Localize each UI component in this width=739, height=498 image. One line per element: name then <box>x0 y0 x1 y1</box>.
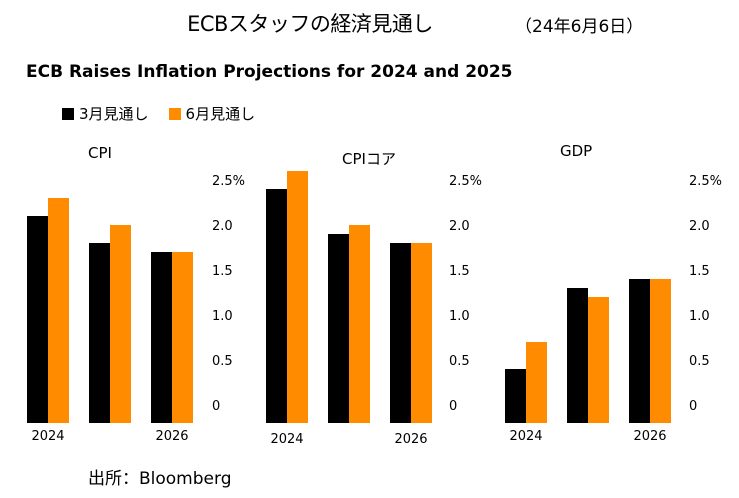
bar-gdp-2025-june <box>588 297 609 423</box>
x-tick-label-gdp: 2026 <box>633 429 666 444</box>
y-tick-label-gdp: 1.0 <box>689 309 710 324</box>
page-title: ECBスタッフの経済見通し <box>187 12 433 36</box>
bar-cpi-2026-march <box>151 252 172 423</box>
bar-gdp-2024-june <box>526 342 547 423</box>
legend-label-june: 6月見通し <box>185 105 256 123</box>
y-tick-label-cpi: 0 <box>212 399 220 414</box>
chart-title-cpi: CPI <box>88 144 112 162</box>
y-tick-label-gdp: 0 <box>689 399 697 414</box>
bar-cpi-core-2024-march <box>266 189 287 423</box>
bar-cpi-core-2025-march <box>328 234 349 423</box>
y-tick-label-cpi: 0.5 <box>212 354 233 369</box>
bar-cpi-core-2024-june <box>287 171 308 423</box>
bar-cpi-core-2025-june <box>349 225 370 423</box>
y-tick-label-gdp: 0.5 <box>689 354 710 369</box>
page-date: （24年6月6日） <box>515 17 644 37</box>
source-note: 出所：Bloomberg <box>88 469 232 489</box>
bar-cpi-2025-march <box>89 243 110 423</box>
y-tick-label-cpi-core: 1.5 <box>449 264 470 279</box>
y-tick-label-gdp: 2.5% <box>689 174 722 189</box>
legend-swatch-march <box>62 107 74 120</box>
x-tick-label-cpi-core: 2026 <box>394 432 427 447</box>
y-tick-label-cpi: 1.5 <box>212 264 233 279</box>
y-tick-label-cpi-core: 0.5 <box>449 354 470 369</box>
y-tick-label-cpi-core: 2.0 <box>449 219 470 234</box>
legend-item-june: 6月見通し <box>168 103 256 124</box>
bar-cpi-core-2026-june <box>411 243 432 423</box>
chart-title-cpi-core: CPIコア <box>342 150 396 168</box>
x-tick-label-gdp: 2024 <box>509 429 542 444</box>
legend: 3月見通し 6月見通し <box>62 103 275 124</box>
bar-cpi-2024-march <box>27 216 48 423</box>
x-tick-label-cpi: 2026 <box>155 429 188 444</box>
bar-cpi-core-2026-march <box>390 243 411 423</box>
y-tick-label-cpi: 2.5% <box>212 174 245 189</box>
bar-gdp-2026-june <box>650 279 671 423</box>
bar-gdp-2025-march <box>567 288 588 423</box>
x-tick-label-cpi: 2024 <box>31 429 64 444</box>
chart-subtitle: ECB Raises Inflation Projections for 202… <box>26 62 513 82</box>
legend-swatch-june <box>168 107 181 120</box>
bar-cpi-2026-june <box>172 252 193 423</box>
y-tick-label-cpi: 1.0 <box>212 309 233 324</box>
y-tick-label-cpi-core: 0 <box>449 399 457 414</box>
y-tick-label-gdp: 1.5 <box>689 264 710 279</box>
chart-title-gdp: GDP <box>560 142 592 160</box>
y-tick-label-gdp: 2.0 <box>689 219 710 234</box>
y-tick-label-cpi: 2.0 <box>212 219 233 234</box>
y-tick-label-cpi-core: 1.0 <box>449 309 470 324</box>
bar-cpi-2025-june <box>110 225 131 423</box>
bar-gdp-2026-march <box>629 279 650 423</box>
y-tick-label-cpi-core: 2.5% <box>449 174 482 189</box>
x-tick-label-cpi-core: 2024 <box>270 432 303 447</box>
legend-item-march: 3月見通し <box>62 103 149 124</box>
bar-cpi-2024-june <box>48 198 69 423</box>
legend-label-march: 3月見通し <box>79 105 149 123</box>
bar-gdp-2024-march <box>505 369 526 423</box>
